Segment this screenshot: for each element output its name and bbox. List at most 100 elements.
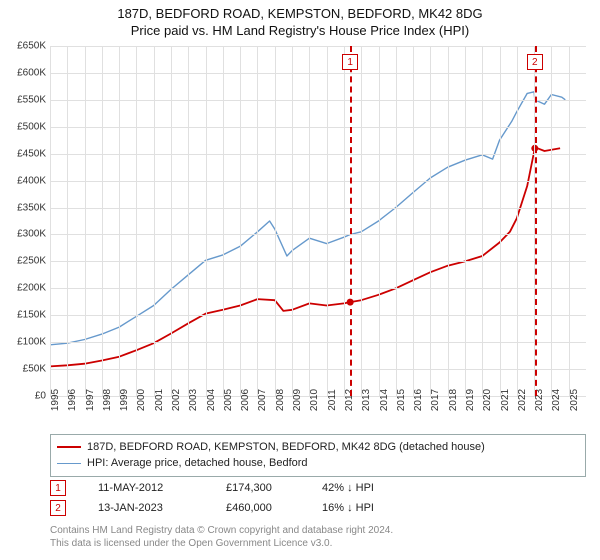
y-axis-tick-label: £400K — [0, 175, 46, 186]
x-axis-tick-label: 2008 — [275, 389, 286, 411]
y-axis-tick-label: £50K — [0, 364, 46, 375]
x-axis-tick-label: 2000 — [136, 389, 147, 411]
x-axis-tick-label: 2018 — [448, 389, 459, 411]
footer-line: Contains HM Land Registry data © Crown c… — [50, 524, 393, 537]
x-axis-tick-label: 2020 — [482, 389, 493, 411]
y-axis-tick-label: £350K — [0, 202, 46, 213]
gridline-horizontal — [50, 261, 586, 262]
gridline-vertical — [275, 46, 276, 396]
chart-lines-svg — [50, 46, 586, 396]
gridline-vertical — [517, 46, 518, 396]
gridline-vertical — [292, 46, 293, 396]
y-axis-tick-label: £550K — [0, 94, 46, 105]
y-axis-tick-label: £500K — [0, 121, 46, 132]
transaction-marker-icon: 2 — [50, 500, 66, 516]
gridline-vertical — [344, 46, 345, 396]
table-row: 2 13-JAN-2023 £460,000 16% ↓ HPI — [50, 498, 586, 518]
legend-label: 187D, BEDFORD ROAD, KEMPSTON, BEDFORD, M… — [87, 439, 485, 455]
gridline-vertical — [136, 46, 137, 396]
gridline-horizontal — [50, 73, 586, 74]
y-axis-tick-label: £600K — [0, 67, 46, 78]
sale-marker-badge: 2 — [527, 54, 543, 70]
x-axis-tick-label: 2001 — [154, 389, 165, 411]
y-axis-tick-label: £250K — [0, 256, 46, 267]
gridline-vertical — [309, 46, 310, 396]
gridline-horizontal — [50, 288, 586, 289]
gridline-horizontal — [50, 208, 586, 209]
sale-marker-dashed-line — [350, 46, 352, 396]
legend-row: 187D, BEDFORD ROAD, KEMPSTON, BEDFORD, M… — [57, 439, 579, 455]
gridline-vertical — [119, 46, 120, 396]
gridline-vertical — [154, 46, 155, 396]
x-axis-tick-label: 1995 — [50, 389, 61, 411]
gridline-vertical — [465, 46, 466, 396]
gridline-vertical — [50, 46, 51, 396]
transaction-price: £460,000 — [226, 502, 322, 514]
gridline-horizontal — [50, 46, 586, 47]
transaction-delta: 42% ↓ HPI — [322, 482, 412, 494]
y-axis-tick-label: £650K — [0, 41, 46, 52]
transaction-date: 13-JAN-2023 — [98, 502, 226, 514]
gridline-vertical — [379, 46, 380, 396]
gridline-vertical — [85, 46, 86, 396]
gridline-horizontal — [50, 100, 586, 101]
footer-attribution: Contains HM Land Registry data © Crown c… — [50, 524, 393, 550]
y-axis-tick-label: £300K — [0, 229, 46, 240]
x-axis-tick-label: 2002 — [171, 389, 182, 411]
legend-swatch-price-paid — [57, 446, 81, 448]
gridline-horizontal — [50, 127, 586, 128]
gridline-vertical — [500, 46, 501, 396]
x-axis-tick-label: 1997 — [85, 389, 96, 411]
y-axis-tick-label: £200K — [0, 283, 46, 294]
sale-marker-dashed-line — [535, 46, 537, 396]
gridline-vertical — [240, 46, 241, 396]
gridline-vertical — [223, 46, 224, 396]
price-chart-container: 187D, BEDFORD ROAD, KEMPSTON, BEDFORD, M… — [0, 0, 600, 560]
gridline-vertical — [430, 46, 431, 396]
gridline-vertical — [257, 46, 258, 396]
gridline-vertical — [188, 46, 189, 396]
x-axis-tick-label: 1999 — [119, 389, 130, 411]
gridline-vertical — [448, 46, 449, 396]
x-axis-tick-label: 2004 — [206, 389, 217, 411]
series-line-hpi — [50, 92, 565, 345]
gridline-vertical — [569, 46, 570, 396]
gridline-vertical — [396, 46, 397, 396]
gridline-vertical — [102, 46, 103, 396]
x-axis-tick-label: 2006 — [240, 389, 251, 411]
gridline-vertical — [327, 46, 328, 396]
legend-swatch-hpi — [57, 463, 81, 464]
gridline-vertical — [361, 46, 362, 396]
legend-row: HPI: Average price, detached house, Bedf… — [57, 455, 579, 471]
x-axis-tick-label: 2019 — [465, 389, 476, 411]
table-row: 1 11-MAY-2012 £174,300 42% ↓ HPI — [50, 478, 586, 498]
x-axis-tick-label: 2014 — [379, 389, 390, 411]
y-axis-tick-label: £150K — [0, 310, 46, 321]
chart-subtitle: Price paid vs. HM Land Registry's House … — [0, 21, 600, 42]
transaction-delta: 16% ↓ HPI — [322, 502, 412, 514]
gridline-vertical — [171, 46, 172, 396]
x-axis-tick-label: 2017 — [430, 389, 441, 411]
x-axis-tick-label: 2010 — [309, 389, 320, 411]
x-axis-tick-label: 2005 — [223, 389, 234, 411]
x-axis-tick-label: 2009 — [292, 389, 303, 411]
x-axis-tick-label: 2011 — [327, 389, 338, 411]
gridline-vertical — [413, 46, 414, 396]
footer-line: This data is licensed under the Open Gov… — [50, 537, 393, 550]
x-axis-tick-label: 2007 — [257, 389, 268, 411]
legend-label: HPI: Average price, detached house, Bedf… — [87, 455, 308, 471]
y-axis-tick-label: £100K — [0, 337, 46, 348]
gridline-horizontal — [50, 181, 586, 182]
x-axis-tick-label: 2013 — [361, 389, 372, 411]
sale-marker-badge: 1 — [342, 54, 358, 70]
gridline-vertical — [551, 46, 552, 396]
x-axis-tick-label: 2025 — [569, 389, 580, 411]
gridline-horizontal — [50, 369, 586, 370]
y-axis-tick-label: £0 — [0, 391, 46, 402]
transaction-price: £174,300 — [226, 482, 322, 494]
x-axis-tick-label: 2003 — [188, 389, 199, 411]
x-axis-tick-label: 2021 — [500, 389, 511, 411]
gridline-horizontal — [50, 234, 586, 235]
gridline-horizontal — [50, 315, 586, 316]
x-axis-tick-label: 2022 — [517, 389, 528, 411]
